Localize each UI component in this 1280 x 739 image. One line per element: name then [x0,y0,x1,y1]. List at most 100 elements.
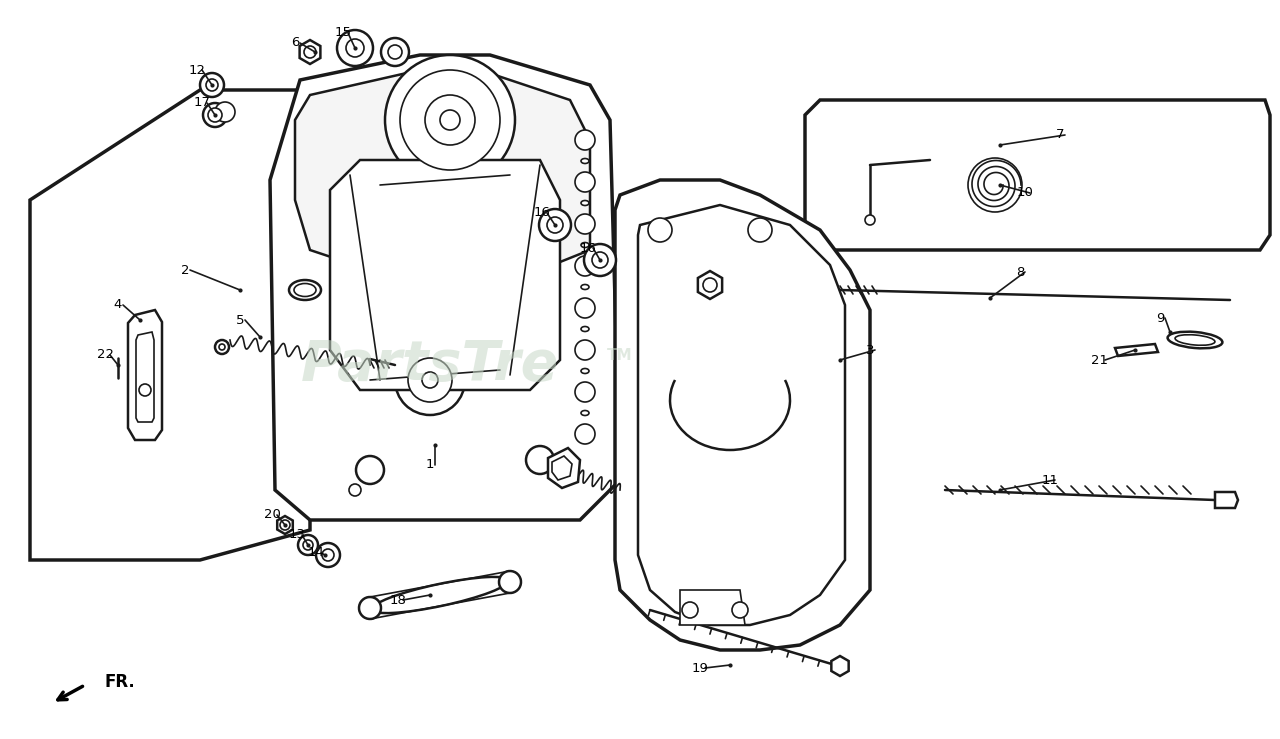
Ellipse shape [581,369,589,373]
Circle shape [356,456,384,484]
Circle shape [219,344,225,350]
Text: 6: 6 [291,36,300,50]
Circle shape [408,358,452,402]
Ellipse shape [1167,332,1222,348]
Circle shape [381,38,410,66]
Circle shape [316,543,340,567]
Circle shape [584,244,616,276]
Circle shape [732,602,748,618]
Polygon shape [1215,492,1238,508]
Polygon shape [330,160,561,390]
Text: 15: 15 [334,27,352,39]
Circle shape [539,209,571,241]
Circle shape [396,345,465,415]
Circle shape [349,484,361,496]
Circle shape [575,424,595,444]
Circle shape [575,340,595,360]
Text: 16: 16 [580,242,596,254]
Text: 11: 11 [1042,474,1059,486]
Circle shape [547,217,563,233]
Circle shape [575,256,595,276]
Circle shape [865,215,876,225]
Circle shape [575,130,595,150]
Ellipse shape [581,410,589,415]
Circle shape [215,340,229,354]
Ellipse shape [1175,335,1215,345]
Text: TM: TM [607,347,632,363]
Ellipse shape [581,158,589,163]
Text: FR.: FR. [105,673,136,691]
Polygon shape [548,448,580,488]
Circle shape [968,158,1021,212]
Circle shape [280,520,291,530]
Circle shape [575,214,595,234]
Text: 13: 13 [288,528,306,542]
Polygon shape [637,205,845,625]
Polygon shape [831,656,849,676]
Ellipse shape [289,280,321,300]
Ellipse shape [581,200,589,205]
Circle shape [399,70,500,170]
Ellipse shape [294,284,316,296]
Circle shape [337,30,372,66]
Ellipse shape [581,327,589,332]
Circle shape [553,463,563,473]
Circle shape [305,46,316,58]
Polygon shape [29,90,310,560]
Polygon shape [680,590,745,625]
Polygon shape [300,40,320,64]
Polygon shape [552,456,572,480]
Text: 2: 2 [180,264,189,276]
Ellipse shape [581,242,589,248]
Text: 21: 21 [1092,353,1108,367]
Circle shape [682,602,698,618]
Ellipse shape [581,285,589,290]
Text: 16: 16 [534,206,550,219]
Text: 3: 3 [865,344,874,356]
Polygon shape [278,516,293,534]
Circle shape [575,172,595,192]
Polygon shape [136,332,154,422]
Circle shape [425,95,475,145]
Text: 5: 5 [236,313,244,327]
Text: 4: 4 [114,299,122,312]
Circle shape [526,446,554,474]
Text: PartsTre: PartsTre [301,338,559,392]
Circle shape [575,298,595,318]
Text: 22: 22 [96,349,114,361]
Text: 20: 20 [264,508,280,522]
Text: 1: 1 [426,458,434,471]
Circle shape [200,73,224,97]
Circle shape [648,218,672,242]
Circle shape [206,79,218,91]
Circle shape [204,103,227,127]
Circle shape [703,278,717,292]
Text: 8: 8 [1016,265,1024,279]
Circle shape [748,218,772,242]
Polygon shape [128,310,163,440]
Ellipse shape [499,571,521,593]
Polygon shape [270,55,620,520]
Text: 7: 7 [1056,129,1064,141]
Polygon shape [698,271,722,299]
Polygon shape [805,100,1270,250]
Circle shape [140,384,151,396]
Circle shape [215,102,236,122]
Circle shape [207,108,221,122]
Circle shape [385,55,515,185]
Polygon shape [1115,344,1158,356]
Polygon shape [614,180,870,650]
Circle shape [323,549,334,561]
Circle shape [422,372,438,388]
Circle shape [346,39,364,57]
Circle shape [303,540,314,550]
Circle shape [440,110,460,130]
Text: 10: 10 [1016,186,1033,200]
Text: 14: 14 [307,547,324,559]
Circle shape [388,45,402,59]
Ellipse shape [371,577,508,613]
Text: 18: 18 [389,593,407,607]
Text: 17: 17 [193,97,210,109]
Text: 12: 12 [188,64,206,77]
Text: 9: 9 [1156,312,1165,324]
